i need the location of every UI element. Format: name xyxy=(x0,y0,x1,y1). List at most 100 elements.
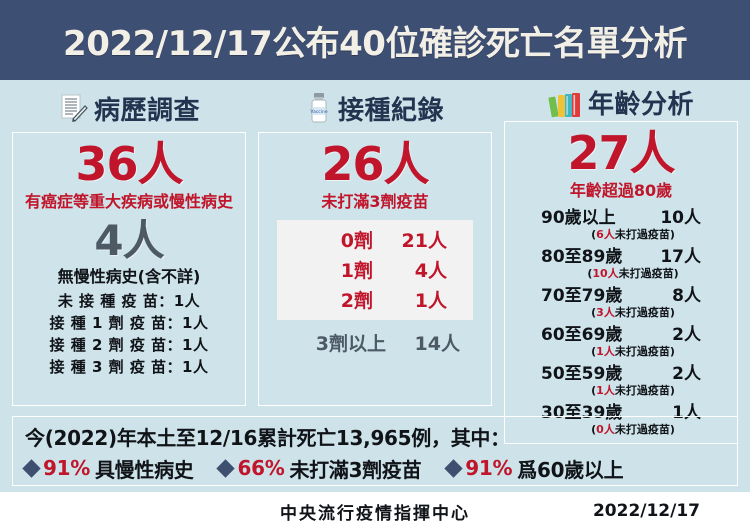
summary-bullet: 66% 未打滿3劑疫苗 xyxy=(216,454,422,483)
age-label: 30至39歲 xyxy=(541,403,623,423)
page-title: 2022/12/17公布40位確診死亡名單分析 xyxy=(63,23,687,64)
summary-bullets: 91% 具慢性病史 66% 未打滿3劑疫苗 91% 爲60歲以上 xyxy=(22,454,725,483)
stat-36-caption: 有癌症等重大疾病或慢性病史 xyxy=(24,192,233,211)
column-medical-history: 病歷調查 36人 有癌症等重大疾病或慢性病史 4人 無慢性病史(含不詳) 未 接… xyxy=(12,84,246,406)
stat-26-caption: 未打滿3劑疫苗 xyxy=(321,192,429,211)
summary-percent: 91% xyxy=(465,456,513,480)
stat-4-value: 4人 xyxy=(94,216,164,265)
age-note-text: 未打過疫苗 xyxy=(614,345,670,358)
column-title-text: 接種紀錄 xyxy=(337,95,444,126)
list-item: 接 種 3 劑 疫 苗：1人 xyxy=(49,358,209,376)
stat-27-caption: 年齡超過80歲 xyxy=(569,181,673,200)
age-row: 90歲以上 10人 xyxy=(541,203,701,228)
age-breakdown-list: 90歲以上 10人 (6人未打過疫苗) 80至89歲 17人 (10人未打過疫苗… xyxy=(511,203,731,437)
age-label: 80至89歲 xyxy=(541,247,623,267)
panel-vaccination-record: 26人 未打滿3劑疫苗 0劑 21人 1劑 4人 2劑 1人 xyxy=(258,132,492,406)
summary-percent: 91% xyxy=(43,456,90,480)
column-age-analysis: 年齡分析 27人 年齡超過80歲 90歲以上 10人 (6人未打過疫苗) 80至… xyxy=(504,84,738,444)
dose-row: 1劑 4人 xyxy=(277,256,473,283)
age-note-text: 未打過疫苗 xyxy=(614,423,670,436)
age-value: 1人 xyxy=(672,403,701,423)
column-title-text: 病歷調查 xyxy=(93,95,200,126)
vaccine-vial-icon: Vaccine xyxy=(306,91,332,125)
summary-percent: 66% xyxy=(237,456,285,480)
diamond-bullet-icon xyxy=(216,458,236,478)
vaccination-breakdown-list: 未 接 種 疫 苗：1人 接 種 1 劑 疫 苗：1人 接 種 2 劑 疫 苗：… xyxy=(50,290,209,377)
footer-bar: 中央流行疫情指揮中心 2022/12/17 xyxy=(0,492,750,530)
age-note: (1人未打過疫苗) xyxy=(591,384,675,397)
stat-36-value: 36人 xyxy=(75,137,183,191)
columns-container: 病歷調查 36人 有癌症等重大疾病或慢性病史 4人 無慢性病史(含不詳) 未 接… xyxy=(12,84,738,444)
dose-row-three-plus: 3劑以上 14人 xyxy=(275,329,475,356)
age-note: (6人未打過疫苗) xyxy=(591,228,675,241)
age-note-number: 1人 xyxy=(596,345,615,358)
svg-text:Vaccine: Vaccine xyxy=(310,109,328,115)
document-pen-icon xyxy=(58,92,88,124)
age-note-text: 未打過疫苗 xyxy=(614,228,670,241)
dose-label: 0劑 xyxy=(340,230,373,252)
diamond-bullet-icon xyxy=(444,458,463,478)
age-value: 10人 xyxy=(660,208,701,228)
panel-medical-history: 36人 有癌症等重大疾病或慢性病史 4人 無慢性病史(含不詳) 未 接 種 疫 … xyxy=(12,132,246,406)
summary-bullet: 91% 具慢性病史 xyxy=(22,454,194,483)
summary-bullet: 91% 爲60歲以上 xyxy=(444,454,624,483)
dose-value: 21人 xyxy=(401,230,447,252)
age-note: (10人未打過疫苗) xyxy=(587,267,679,280)
summary-headline: 今(2022)年本土至12/16累計死亡13,965例，其中： xyxy=(25,425,510,450)
dose-label: 1劑 xyxy=(340,260,373,282)
stat-27-value: 27人 xyxy=(567,126,675,180)
summary-text: 具慢性病史 xyxy=(94,457,194,482)
age-label: 90歲以上 xyxy=(541,208,616,228)
age-note-text: 未打過疫苗 xyxy=(614,384,670,397)
summary-text: 未打滿3劑疫苗 xyxy=(289,457,422,482)
column-heading-age-analysis: 年齡分析 xyxy=(504,84,738,121)
list-item: 接 種 1 劑 疫 苗：1人 xyxy=(49,314,209,332)
age-label: 50至59歲 xyxy=(541,364,623,384)
stat-26-value: 26人 xyxy=(321,137,429,191)
footer-date: 2022/12/17 xyxy=(592,501,700,521)
list-item: 接 種 2 劑 疫 苗：1人 xyxy=(49,336,209,354)
dose-breakdown-box: 0劑 21人 1劑 4人 2劑 1人 xyxy=(277,220,473,320)
age-row: 80至89歲 17人 xyxy=(541,242,701,267)
age-row: 70至79歲 8人 xyxy=(541,281,701,306)
books-icon xyxy=(548,87,582,119)
header-band: 2022/12/17公布40位確診死亡名單分析 xyxy=(0,0,750,80)
age-note: (3人未打過疫苗) xyxy=(591,306,675,319)
dose-value: 1人 xyxy=(414,290,447,312)
age-note-number: 10人 xyxy=(592,267,619,280)
summary-text: 爲60歲以上 xyxy=(517,457,624,482)
age-note-text: 未打過疫苗 xyxy=(614,306,670,319)
age-note-number: 3人 xyxy=(596,306,615,319)
column-heading-medical-history: 病歷調查 xyxy=(12,84,246,132)
dose-label: 3劑以上 xyxy=(315,333,386,355)
age-row: 60至69歲 2人 xyxy=(541,320,701,345)
age-value: 17人 xyxy=(660,247,701,267)
age-note-number: 0人 xyxy=(596,423,615,436)
age-value: 2人 xyxy=(672,325,701,345)
age-row: 30至39歲 1人 xyxy=(541,398,701,423)
panel-age-analysis: 27人 年齡超過80歲 90歲以上 10人 (6人未打過疫苗) 80至89歲 1… xyxy=(504,121,738,444)
age-value: 2人 xyxy=(672,364,701,384)
footer-organization: 中央流行疫情指揮中心 xyxy=(280,503,470,524)
dose-label: 2劑 xyxy=(340,290,373,312)
list-item: 未 接 種 疫 苗：1人 xyxy=(57,292,201,310)
age-label: 70至79歲 xyxy=(541,286,623,306)
dose-row: 2劑 1人 xyxy=(277,286,473,313)
age-note: (0人未打過疫苗) xyxy=(591,423,675,436)
summary-box: 今(2022)年本土至12/16累計死亡13,965例，其中： 91% 具慢性病… xyxy=(12,416,738,486)
stat-4-caption: 無慢性病史(含不詳) xyxy=(57,267,201,286)
age-row: 50至59歲 2人 xyxy=(541,359,701,384)
column-title-text: 年齡分析 xyxy=(587,90,694,120)
column-vaccination-record: Vaccine 接種紀錄 26人 未打滿3劑疫苗 0劑 21人 1劑 4人 xyxy=(258,84,492,406)
dose-row: 0劑 21人 xyxy=(277,226,473,253)
age-note: (1人未打過疫苗) xyxy=(591,345,675,358)
age-note-text: 未打過疫苗 xyxy=(618,267,674,280)
dose-value: 4人 xyxy=(414,260,447,282)
age-note-number: 6人 xyxy=(596,228,615,241)
column-heading-vaccination-record: Vaccine 接種紀錄 xyxy=(258,84,492,132)
age-note-number: 1人 xyxy=(596,384,615,397)
dose-value: 14人 xyxy=(414,333,460,355)
age-label: 60至69歲 xyxy=(541,325,623,345)
diamond-bullet-icon xyxy=(22,458,41,478)
